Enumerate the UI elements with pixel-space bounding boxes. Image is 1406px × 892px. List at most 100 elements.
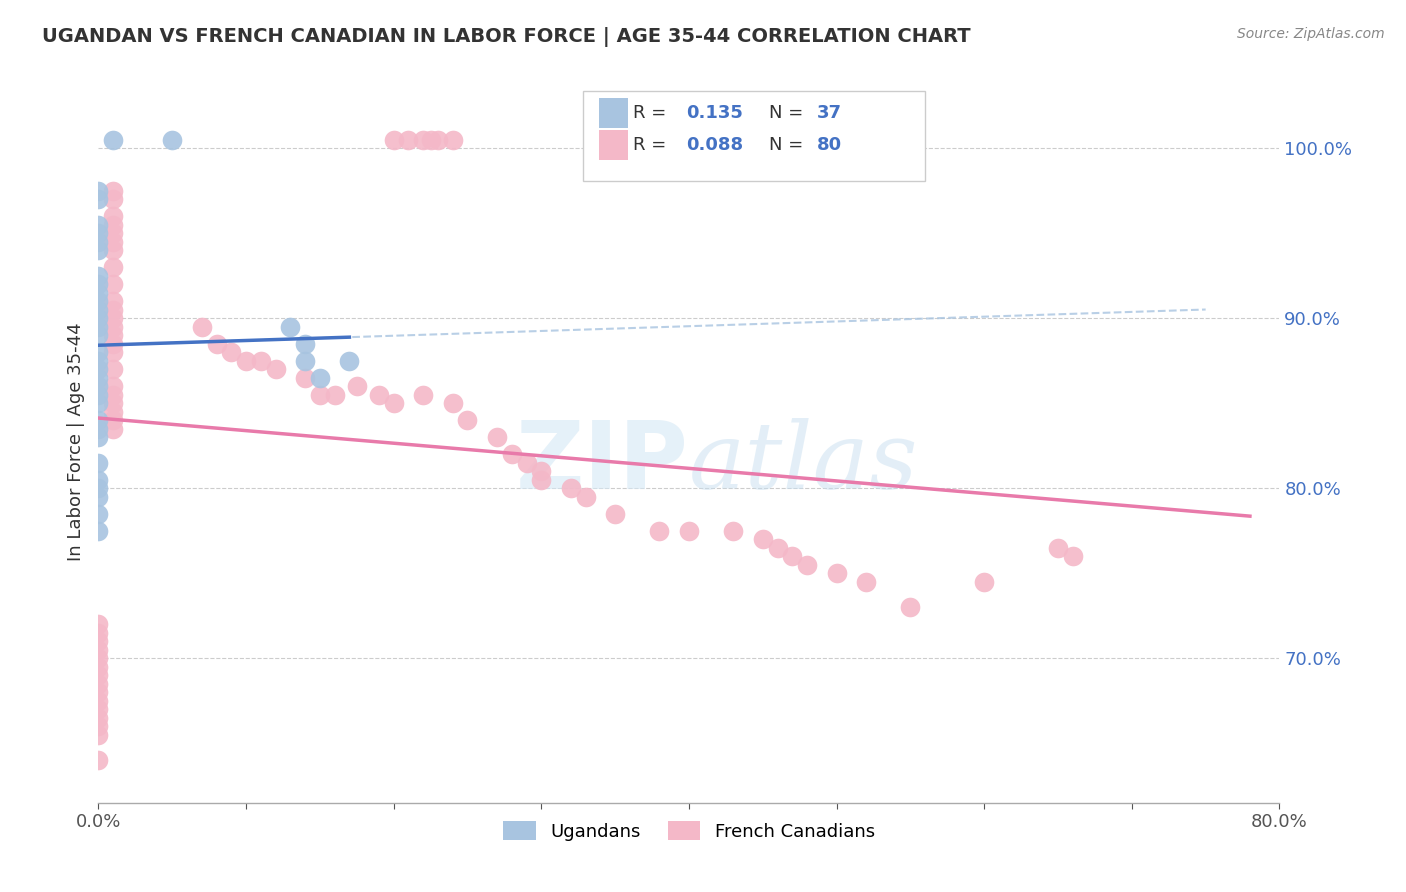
Point [382,133,405,147]
Point [87,353,110,368]
Point [294,336,316,351]
Legend: Ugandans, French Canadians: Ugandans, French Canadians [496,814,882,848]
Point [87,379,110,393]
Point [87,473,110,487]
Point [575,490,598,504]
Point [87,651,110,665]
Text: atlas: atlas [689,418,918,508]
Text: R =: R = [634,103,672,122]
Point [103,311,125,326]
FancyBboxPatch shape [599,97,627,128]
Point [87,227,110,241]
Point [87,677,110,691]
Point [103,413,125,427]
Point [87,524,110,538]
Point [87,490,110,504]
Point [103,218,125,232]
Point [419,133,441,147]
Text: 80: 80 [817,136,842,154]
Point [250,353,273,368]
Point [235,353,257,368]
Point [87,311,110,326]
Point [87,430,110,444]
Point [796,558,818,572]
Point [103,388,125,402]
Point [87,617,110,632]
Point [560,481,582,495]
Point [501,447,523,461]
Point [87,413,110,427]
Point [825,566,848,581]
Point [87,753,110,767]
Text: R =: R = [634,136,672,154]
Text: 0.135: 0.135 [686,103,744,122]
Point [87,184,110,198]
Point [103,260,125,275]
Point [205,336,228,351]
Point [87,396,110,410]
Point [973,574,995,589]
Point [294,371,316,385]
Text: N =: N = [769,136,810,154]
Point [87,218,110,232]
Point [530,464,553,478]
Point [87,319,110,334]
Text: ZIP: ZIP [516,417,689,509]
Point [87,456,110,470]
Point [441,396,464,410]
Point [87,719,110,733]
Point [87,277,110,292]
Point [103,235,125,249]
Point [162,133,183,147]
Point [87,268,110,283]
Point [87,244,110,258]
Point [87,362,110,376]
Point [87,388,110,402]
Point [412,388,434,402]
Point [87,294,110,309]
Point [103,302,125,317]
Point [427,133,450,147]
Point [103,244,125,258]
Point [264,362,287,376]
Point [103,184,125,198]
Point [87,328,110,343]
Point [103,379,125,393]
Point [87,728,110,742]
Point [87,481,110,495]
Point [87,507,110,521]
Text: 37: 37 [817,103,842,122]
Point [382,396,405,410]
Y-axis label: In Labor Force | Age 35-44: In Labor Force | Age 35-44 [66,322,84,561]
Text: 0.088: 0.088 [686,136,744,154]
Point [678,524,700,538]
Point [309,388,332,402]
Point [87,702,110,716]
Point [87,371,110,385]
Point [103,362,125,376]
Point [87,235,110,249]
Point [103,277,125,292]
Point [191,319,214,334]
Point [1046,541,1070,555]
Point [87,660,110,674]
Point [280,319,302,334]
Point [457,413,479,427]
Point [486,430,509,444]
Point [1062,549,1084,564]
Point [87,668,110,682]
Point [103,405,125,419]
Point [605,507,627,521]
Point [87,345,110,359]
Point [87,694,110,708]
Point [87,711,110,725]
Point [103,192,125,206]
Point [87,422,110,436]
Point [103,319,125,334]
Point [87,685,110,699]
FancyBboxPatch shape [599,130,627,161]
Point [530,473,553,487]
Point [103,345,125,359]
Point [441,133,464,147]
Point [87,634,110,648]
